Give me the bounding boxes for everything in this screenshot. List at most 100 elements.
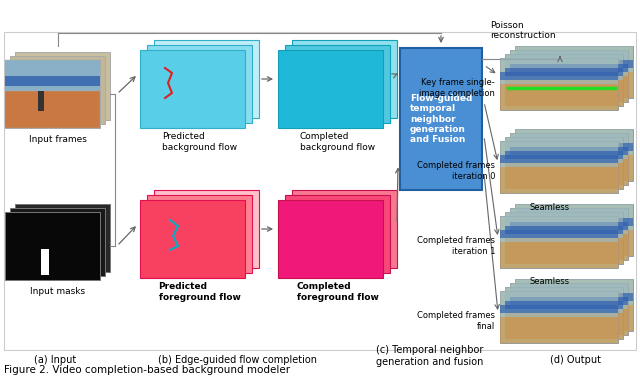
- Text: Seamless: Seamless: [530, 203, 570, 212]
- Text: Completed
foreground flow: Completed foreground flow: [296, 282, 378, 302]
- Bar: [15, 204, 110, 272]
- Text: Completed frames
iteration 0: Completed frames iteration 0: [417, 161, 495, 181]
- Bar: [41, 249, 49, 274]
- Bar: [505, 287, 623, 313]
- Bar: [500, 141, 618, 167]
- Bar: [515, 305, 633, 331]
- Bar: [500, 155, 618, 163]
- Bar: [500, 72, 618, 80]
- Text: Flow-guided
temporal
neighbor
generation
and Fusion: Flow-guided temporal neighbor generation…: [410, 94, 472, 144]
- Bar: [510, 133, 628, 185]
- Bar: [147, 195, 252, 273]
- Bar: [510, 222, 628, 230]
- Bar: [400, 48, 482, 190]
- Bar: [500, 291, 618, 343]
- Bar: [510, 50, 628, 76]
- Bar: [5, 60, 100, 91]
- Bar: [500, 58, 618, 110]
- Text: Seamless: Seamless: [530, 277, 570, 287]
- Text: Input frames: Input frames: [29, 135, 86, 144]
- Bar: [515, 72, 633, 98]
- Bar: [5, 60, 100, 128]
- Bar: [154, 40, 259, 118]
- Bar: [38, 91, 44, 111]
- Bar: [515, 46, 633, 98]
- Bar: [147, 45, 252, 123]
- Bar: [510, 147, 628, 155]
- Bar: [515, 143, 633, 151]
- Bar: [278, 200, 383, 278]
- Bar: [515, 218, 633, 226]
- Bar: [500, 84, 618, 110]
- Text: Figure 2. Video completion-based background modeler: Figure 2. Video completion-based backgro…: [4, 365, 290, 375]
- Bar: [500, 167, 618, 193]
- Bar: [500, 242, 618, 268]
- Text: Completed frames
final: Completed frames final: [417, 311, 495, 331]
- Bar: [500, 317, 618, 343]
- Bar: [500, 305, 618, 313]
- Bar: [500, 291, 618, 317]
- Bar: [505, 68, 623, 76]
- Bar: [4, 32, 636, 350]
- Bar: [515, 129, 633, 181]
- Bar: [500, 141, 618, 193]
- Bar: [292, 190, 397, 268]
- Bar: [515, 155, 633, 181]
- Bar: [515, 293, 633, 301]
- Bar: [500, 58, 618, 84]
- Bar: [505, 313, 623, 339]
- Bar: [285, 195, 390, 273]
- Bar: [505, 301, 623, 309]
- Bar: [510, 234, 628, 260]
- Bar: [505, 54, 623, 80]
- Bar: [154, 190, 259, 268]
- Bar: [10, 208, 105, 276]
- Bar: [5, 212, 100, 280]
- Text: Completed
background flow: Completed background flow: [300, 132, 375, 152]
- Bar: [510, 208, 628, 234]
- Bar: [500, 216, 618, 268]
- Bar: [510, 76, 628, 102]
- Bar: [505, 238, 623, 264]
- Bar: [5, 91, 100, 128]
- Bar: [515, 230, 633, 256]
- Bar: [510, 297, 628, 305]
- Bar: [510, 50, 628, 102]
- Bar: [515, 204, 633, 230]
- Bar: [505, 54, 623, 106]
- Bar: [505, 287, 623, 339]
- Bar: [515, 279, 633, 305]
- Bar: [140, 200, 245, 278]
- Text: Predicted
foreground flow: Predicted foreground flow: [159, 282, 241, 302]
- Bar: [505, 137, 623, 163]
- Text: Key frame single-
image completion: Key frame single- image completion: [419, 78, 495, 98]
- Bar: [15, 52, 110, 120]
- Bar: [510, 208, 628, 260]
- Bar: [505, 226, 623, 234]
- Bar: [510, 283, 628, 335]
- Bar: [285, 45, 390, 123]
- Text: (b) Edge-guided flow completion: (b) Edge-guided flow completion: [159, 355, 317, 365]
- Bar: [505, 212, 623, 264]
- Bar: [500, 216, 618, 242]
- Bar: [10, 56, 105, 124]
- Text: Predicted
background flow: Predicted background flow: [162, 132, 237, 152]
- Bar: [505, 80, 623, 106]
- Text: Poisson
reconstruction: Poisson reconstruction: [490, 20, 556, 40]
- Bar: [515, 204, 633, 256]
- Bar: [510, 133, 628, 159]
- Bar: [515, 129, 633, 155]
- Bar: [5, 76, 100, 86]
- Bar: [140, 50, 245, 128]
- Bar: [510, 159, 628, 185]
- Text: (d) Output: (d) Output: [550, 355, 600, 365]
- Bar: [510, 309, 628, 335]
- Bar: [505, 212, 623, 238]
- Text: Input masks: Input masks: [30, 288, 85, 296]
- Bar: [505, 151, 623, 159]
- Bar: [515, 46, 633, 72]
- Bar: [278, 50, 383, 128]
- Bar: [510, 283, 628, 309]
- Text: (c) Temporal neighbor
generation and fusion: (c) Temporal neighbor generation and fus…: [376, 345, 484, 367]
- Bar: [500, 230, 618, 238]
